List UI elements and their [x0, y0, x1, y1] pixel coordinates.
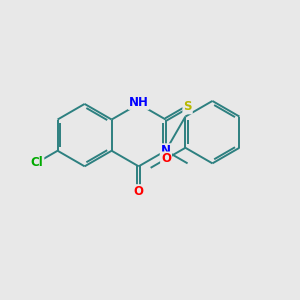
- Text: NH: NH: [129, 96, 148, 109]
- Text: Cl: Cl: [31, 156, 44, 169]
- Text: S: S: [183, 100, 192, 113]
- Text: N: N: [161, 144, 171, 157]
- Text: O: O: [161, 152, 171, 165]
- Text: O: O: [134, 185, 144, 198]
